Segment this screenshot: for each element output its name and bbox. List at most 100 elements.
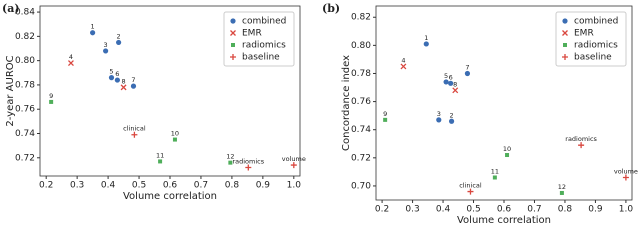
- y-tick-label: 0.74: [15, 129, 35, 139]
- point: [120, 84, 127, 91]
- legend-marker: [562, 54, 568, 60]
- point: [290, 162, 297, 169]
- y-tick-label: 0.78: [351, 69, 371, 79]
- legend-label: combined: [242, 17, 286, 27]
- point: [467, 188, 474, 195]
- point: [400, 63, 407, 70]
- legend-marker: [230, 18, 236, 24]
- point: [464, 70, 471, 77]
- point: [423, 41, 429, 47]
- y-axis-label: 2-year AUROC: [5, 55, 16, 126]
- point: [245, 164, 252, 171]
- point: [103, 48, 109, 54]
- y-tick-label: 0.74: [351, 125, 371, 135]
- legend-marker: [231, 43, 235, 47]
- point-label: 5: [109, 68, 113, 76]
- point: [505, 153, 510, 158]
- x-tick-label: 0.2: [375, 205, 389, 215]
- point-label: 11: [156, 151, 164, 159]
- point-label: 7: [131, 76, 135, 84]
- point: [443, 79, 449, 85]
- point: [49, 99, 54, 104]
- y-tick-label: 0.80: [15, 56, 35, 66]
- y-axis-label: Concordance index: [341, 55, 352, 151]
- point: [448, 80, 454, 86]
- x-tick-label: 0.3: [70, 181, 84, 191]
- legend-marker: [230, 54, 236, 60]
- legend-label: EMR: [574, 29, 594, 39]
- x-tick-label: 1.0: [619, 205, 634, 215]
- x-axis-label: Volume correlation: [123, 191, 217, 202]
- point-label: volume: [282, 155, 306, 163]
- point: [131, 131, 138, 138]
- point: [448, 118, 455, 124]
- point: [436, 117, 442, 123]
- legend-label: combined: [574, 17, 618, 27]
- x-tick-label: 0.8: [558, 205, 573, 215]
- y-tick-label: 0.70: [351, 181, 371, 191]
- legend-label: EMR: [242, 29, 262, 39]
- x-tick-label: 0.7: [194, 181, 208, 191]
- x-tick-label: 0.3: [405, 205, 419, 215]
- plot-frame: [39, 5, 301, 177]
- chart: (a) 0.2 0.3 0.4 0.5 0.6 0.7 0.8 0.9 1.0 0.72 0.74 0.…: [2, 2, 306, 202]
- point-label: 8: [453, 80, 457, 88]
- legend-box: [555, 11, 627, 67]
- point-label: 4: [401, 56, 405, 64]
- point: [67, 60, 74, 67]
- point-label: 2: [117, 32, 121, 40]
- chart-title: (b): [322, 2, 340, 15]
- x-tick-label: 0.5: [132, 181, 146, 191]
- point: [578, 142, 585, 149]
- point-label: 11: [491, 168, 499, 176]
- x-tick-label: 0.5: [466, 205, 480, 215]
- x-axis-label: Volume correlation: [457, 215, 551, 225]
- point-label: 6: [449, 73, 453, 81]
- y-tick-label: 0.72: [351, 153, 371, 163]
- x-tick-label: 1.0: [287, 181, 302, 191]
- y-tick-label: 0.78: [15, 80, 35, 90]
- point: [622, 174, 629, 181]
- point: [108, 75, 115, 81]
- point-label: volume: [614, 168, 638, 176]
- x-tick-label: 0.4: [101, 181, 116, 191]
- legend-box: [223, 11, 295, 67]
- point: [130, 83, 137, 89]
- legend-label: radiomics: [574, 41, 618, 51]
- point: [228, 160, 233, 165]
- point-label: 1: [91, 23, 95, 31]
- x-tick-label: 0.4: [436, 205, 451, 215]
- legend-label: baseline: [574, 53, 612, 63]
- point: [452, 87, 459, 94]
- point: [116, 39, 122, 46]
- point: [383, 117, 388, 122]
- x-tick-label: 0.2: [39, 181, 53, 191]
- y-tick-label: 0.76: [351, 97, 371, 107]
- point-label: 4: [69, 53, 73, 61]
- y-tick-label: 0.72: [15, 153, 35, 163]
- point: [172, 137, 177, 142]
- point-label: clinical: [123, 125, 146, 133]
- legend-label: radiomics: [242, 41, 286, 51]
- x-tick-label: 0.6: [163, 181, 178, 191]
- point-label: radiomics: [565, 135, 597, 143]
- x-tick-label: 0.9: [256, 181, 271, 191]
- x-tick-label: 0.9: [588, 205, 603, 215]
- x-tick-label: 0.6: [497, 205, 512, 215]
- y-tick-label: 0.80: [351, 41, 371, 51]
- y-tick-label: 0.76: [15, 105, 35, 115]
- chart: (b) 0.2 0.3 0.4 0.5 0.6 0.7 0.8 0.9 1.0 0.70 0.72 0.…: [322, 2, 638, 225]
- point: [90, 30, 96, 36]
- point-label: 9: [49, 92, 53, 100]
- point-label: 3: [104, 41, 108, 49]
- legend-marker: [562, 30, 568, 36]
- point: [559, 190, 564, 195]
- x-tick-label: 0.8: [225, 181, 240, 191]
- point-label: radiomics: [232, 158, 264, 166]
- point-label: 10: [503, 145, 511, 153]
- legend-marker: [562, 18, 568, 24]
- point-label: 5: [444, 72, 448, 80]
- figure: (a) 0.2 0.3 0.4 0.5 0.6 0.7 0.8 0.9 1.0 0.72 0.74 0.…: [2, 2, 638, 225]
- legend-marker: [230, 30, 236, 36]
- chart-title: (a): [2, 2, 20, 15]
